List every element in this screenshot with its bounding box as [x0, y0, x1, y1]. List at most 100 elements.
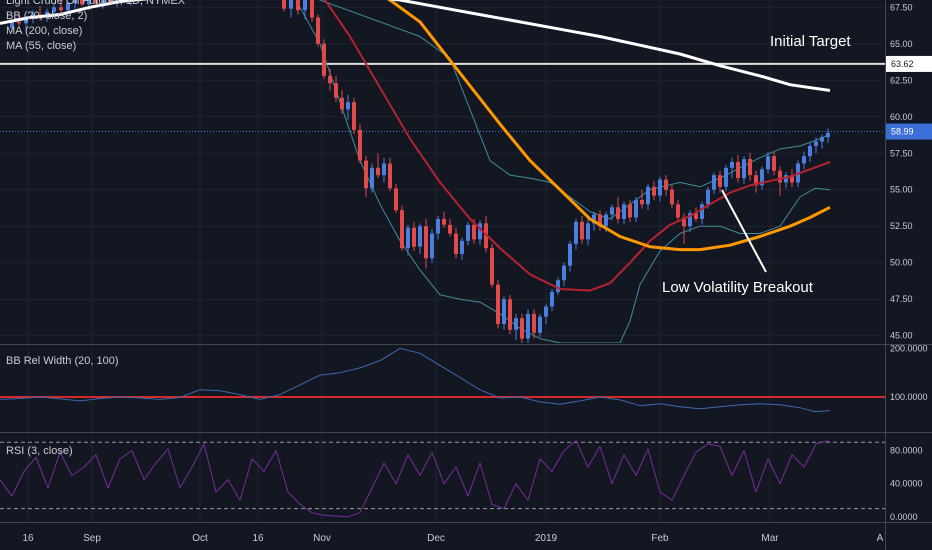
last-price-label: 58.99	[891, 127, 914, 137]
x-tick-label: Sep	[83, 533, 101, 544]
candle-body	[406, 227, 410, 249]
price-tick-label: 57.50	[890, 148, 913, 158]
candle-body	[616, 207, 620, 219]
candle-body	[544, 306, 548, 317]
candle-body	[634, 199, 638, 218]
rsi-line	[0, 440, 829, 518]
x-tick-label: 2019	[535, 533, 558, 544]
price-tick-label: 62.50	[890, 75, 913, 85]
ma55-line	[387, 0, 831, 252]
breakout-arrow-line	[721, 189, 767, 273]
candle-body	[59, 7, 63, 11]
candle-body	[101, 0, 105, 3]
x-tick-label: 16	[252, 533, 264, 544]
legend-bb: BB (20, close, 2)	[6, 10, 88, 22]
ma20-line	[323, 0, 831, 292]
x-tick-label: 16	[22, 533, 34, 544]
x-tick-label: Dec	[427, 533, 445, 544]
bbw-line	[0, 347, 831, 413]
candle-body	[802, 156, 806, 164]
target-price-label: 63.62	[891, 59, 914, 69]
candle-body	[724, 167, 728, 187]
candle-body	[454, 233, 458, 254]
candle-body	[748, 159, 752, 176]
candle-body	[658, 179, 662, 196]
candle-body	[646, 186, 650, 205]
candle-body	[826, 132, 830, 138]
candle-body	[316, 17, 320, 44]
candle-body	[418, 226, 422, 247]
price-tick-label: 55.00	[890, 185, 913, 195]
candle-body	[670, 189, 674, 205]
candle-body	[340, 97, 344, 110]
candle-body	[412, 227, 416, 247]
candle-body	[296, 0, 300, 11]
candle-body	[814, 141, 818, 146]
candle-body	[10, 21, 14, 28]
candle-body	[358, 129, 362, 161]
candle-body	[706, 189, 710, 205]
candle-body	[574, 221, 578, 244]
candle-body	[289, 0, 293, 9]
candle-body	[760, 169, 764, 186]
candle-body	[436, 218, 440, 234]
candle-body	[310, 0, 314, 18]
x-tick-label: Feb	[651, 533, 669, 544]
price-tick-label: 65.00	[890, 39, 913, 49]
candle-body	[472, 224, 476, 240]
candle-body	[730, 162, 734, 168]
x-tick-label: Mar	[761, 533, 779, 544]
x-tick-label: Oct	[192, 533, 208, 544]
candle-body	[598, 214, 602, 227]
ma200-line	[0, 0, 831, 92]
candle-body	[346, 102, 350, 110]
rsi-tick-label: 80.0000	[890, 446, 923, 456]
candle-body	[520, 318, 524, 339]
chart-title: Light Crude Oil Futures, 1D, NYMEX	[6, 0, 186, 7]
candle-body	[652, 186, 656, 196]
x-tick-label: Nov	[313, 533, 331, 544]
candle-body	[532, 313, 536, 333]
candle-body	[766, 156, 770, 170]
rsi-tick-label: 0.0000	[890, 512, 918, 522]
price-tick-label: 60.00	[890, 112, 913, 122]
price-tick-label: 52.50	[890, 221, 913, 231]
candle-body	[442, 218, 446, 225]
candle-body	[94, 0, 98, 3]
candle-body	[562, 265, 566, 281]
candle-body	[66, 2, 70, 11]
candle-body	[712, 175, 716, 190]
candle-body	[592, 214, 596, 224]
candle-body	[622, 204, 626, 219]
candle-body	[778, 170, 782, 183]
annotation-initial-target: Initial Target	[770, 33, 851, 50]
candle-body	[448, 224, 452, 234]
candle-body	[682, 217, 686, 227]
candle-body	[87, 0, 91, 5]
candle-body	[328, 75, 332, 84]
bbw-tick-label: 100.0000	[890, 392, 928, 402]
candle-body	[694, 213, 698, 219]
candle-body	[784, 175, 788, 183]
candle-body	[430, 233, 434, 259]
candle-body	[80, 0, 84, 5]
candle-body	[364, 160, 368, 189]
candle-body	[388, 163, 392, 189]
candle-body	[688, 213, 692, 227]
candle-body	[108, 0, 112, 2]
candle-body	[478, 223, 482, 240]
candle-body	[736, 162, 740, 179]
candle-body	[514, 318, 518, 330]
candle-body	[568, 243, 572, 266]
candle-body	[400, 210, 404, 249]
candle-body	[772, 156, 776, 171]
price-tick-label: 47.50	[890, 294, 913, 304]
candle-body	[17, 21, 21, 24]
candle-body	[820, 137, 824, 142]
annotation-low-volatility-breakout: Low Volatility Breakout	[662, 279, 813, 296]
price-tick-label: 50.00	[890, 258, 913, 268]
candle-body	[370, 167, 374, 189]
candle-body	[718, 175, 722, 187]
